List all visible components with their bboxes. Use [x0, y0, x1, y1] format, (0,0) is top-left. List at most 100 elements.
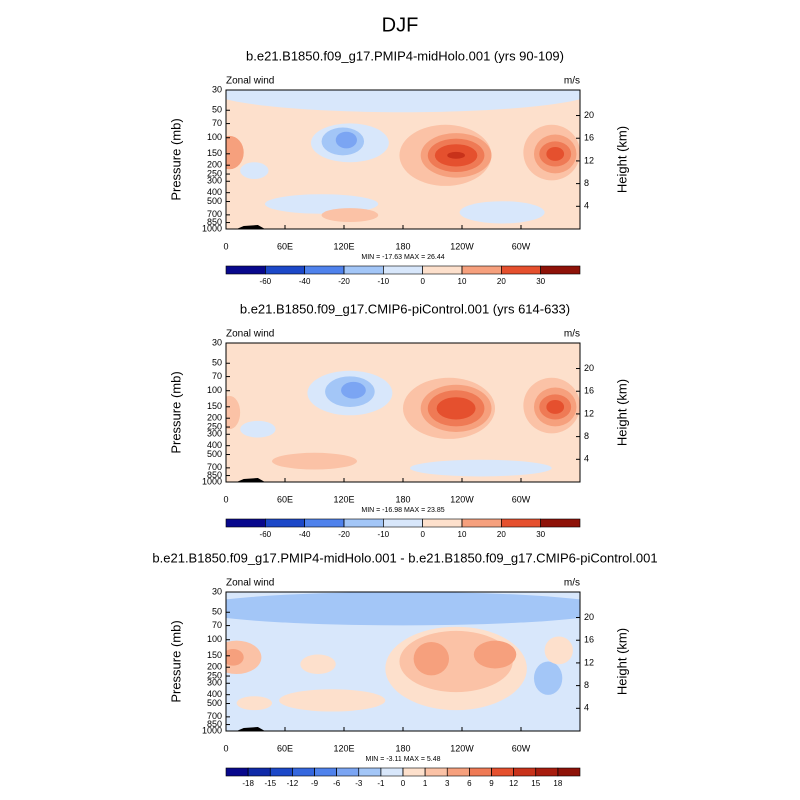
- y-tick-label: 200: [207, 160, 222, 170]
- y-tick-label: 850: [207, 217, 222, 227]
- colorbar-label: 1: [423, 779, 428, 788]
- colorbar-box: [343, 518, 384, 528]
- contour-region: [546, 146, 565, 161]
- colorbar-label: -9: [311, 779, 319, 788]
- x-tick-label: 180: [395, 743, 410, 753]
- y-tick-label: 850: [207, 470, 222, 480]
- stats: MIN = -17.63 MAX = 26.44: [361, 254, 444, 261]
- y2-tick-label: 20: [584, 110, 594, 120]
- colorbar-label: -18: [242, 779, 254, 788]
- colorbar-label: -10: [378, 277, 390, 286]
- colorbar-label: 6: [467, 779, 472, 788]
- y2-tick-label: 20: [584, 612, 594, 622]
- colorbar-label: -15: [264, 779, 276, 788]
- colorbar-box: [383, 265, 423, 275]
- colorbar-box: [265, 518, 305, 528]
- colorbar-box: [540, 265, 581, 275]
- y-tick-label: 70: [212, 620, 222, 630]
- contour-region: [341, 381, 366, 399]
- contour-region: [236, 696, 273, 711]
- colorbar-label: 10: [458, 530, 467, 539]
- colorbar-label: 30: [536, 277, 545, 286]
- colorbar-box: [336, 767, 360, 777]
- right-label: m/s: [564, 578, 580, 589]
- y-tick-label: 250: [207, 421, 222, 431]
- y-tick-label: 500: [207, 196, 222, 206]
- x-tick-label: 60E: [277, 494, 293, 504]
- colorbar-box: [247, 767, 271, 777]
- colorbar-box: [380, 767, 404, 777]
- y-tick-label: 30: [212, 84, 222, 94]
- colorbar-box: [343, 265, 384, 275]
- y-tick-label: 200: [207, 413, 222, 423]
- colorbar-label: 20: [497, 277, 506, 286]
- colorbar-box: [292, 767, 315, 777]
- x-tick-label: 120E: [333, 494, 354, 504]
- x-tick-label: 0: [223, 494, 228, 504]
- x-tick-label: 0: [223, 241, 228, 251]
- colorbar-label: -3: [355, 779, 363, 788]
- contour-region: [413, 642, 450, 676]
- y-tick-label: 100: [207, 634, 222, 644]
- colorbar-box: [225, 265, 266, 275]
- x-tick-label: 60W: [512, 743, 531, 753]
- contour-region: [226, 395, 241, 430]
- colorbar-label: 9: [489, 779, 494, 788]
- colorbar-label: -40: [299, 530, 311, 539]
- contour-region: [226, 648, 244, 666]
- contour-field: [226, 90, 580, 229]
- y-tick-label: 400: [207, 187, 222, 197]
- colorbar-label: 3: [445, 779, 450, 788]
- y-tick-label: 500: [207, 449, 222, 459]
- colorbar-label: 20: [497, 530, 506, 539]
- contour-field: [226, 343, 580, 482]
- y-tick-label: 100: [207, 132, 222, 142]
- y2-axis-label: Height (km): [614, 628, 629, 695]
- colorbar-label: -60: [260, 530, 272, 539]
- colorbar-box: [501, 518, 541, 528]
- y-tick-label: 50: [212, 105, 222, 115]
- y-tick-label: 100: [207, 385, 222, 395]
- contour-region: [279, 689, 386, 712]
- colorbar-box: [501, 265, 541, 275]
- colorbar-box: [461, 518, 502, 528]
- colorbar-box: [513, 767, 537, 777]
- x-tick-label: 180: [395, 241, 410, 251]
- colorbar-label: -10: [378, 530, 390, 539]
- figure-title: DJF: [382, 14, 419, 36]
- y-tick-label: 400: [207, 689, 222, 699]
- colorbar-label: 12: [509, 779, 518, 788]
- contour-region: [459, 201, 545, 224]
- panel-title: b.e21.B1850.f09_g17.CMIP6-piControl.001 …: [240, 301, 570, 316]
- y2-tick-label: 8: [584, 431, 589, 441]
- y-tick-label: 700: [207, 711, 222, 721]
- colorbar-label: -40: [299, 277, 311, 286]
- colorbar-label: 0: [420, 277, 425, 286]
- y-axis-label: Pressure (mb): [168, 118, 183, 200]
- stats: MIN = -3.11 MAX = 5.48: [366, 756, 441, 763]
- contour-region: [410, 459, 552, 477]
- y-tick-label: 1000: [202, 223, 222, 233]
- y2-tick-label: 4: [584, 201, 589, 211]
- y-tick-label: 50: [212, 358, 222, 368]
- x-tick-label: 120W: [450, 241, 474, 251]
- x-tick-label: 60E: [277, 241, 293, 251]
- panel-title: b.e21.B1850.f09_g17.PMIP4-midHolo.001 - …: [152, 550, 657, 565]
- y2-tick-label: 4: [584, 454, 589, 464]
- y-tick-label: 150: [207, 650, 222, 660]
- contour-region: [226, 135, 244, 170]
- colorbar-box: [422, 265, 463, 275]
- colorbar-box: [422, 518, 463, 528]
- y-tick-label: 150: [207, 401, 222, 411]
- x-tick-label: 120W: [450, 494, 474, 504]
- contour-region: [226, 90, 580, 113]
- colorbar-label: -12: [287, 779, 299, 788]
- y-tick-label: 700: [207, 462, 222, 472]
- colorbar-box: [491, 767, 514, 777]
- colorbar-box: [383, 518, 423, 528]
- x-tick-label: 0: [223, 743, 228, 753]
- y-tick-label: 70: [212, 118, 222, 128]
- y-tick-label: 300: [207, 429, 222, 439]
- contour-region: [240, 420, 276, 438]
- y2-tick-label: 8: [584, 680, 589, 690]
